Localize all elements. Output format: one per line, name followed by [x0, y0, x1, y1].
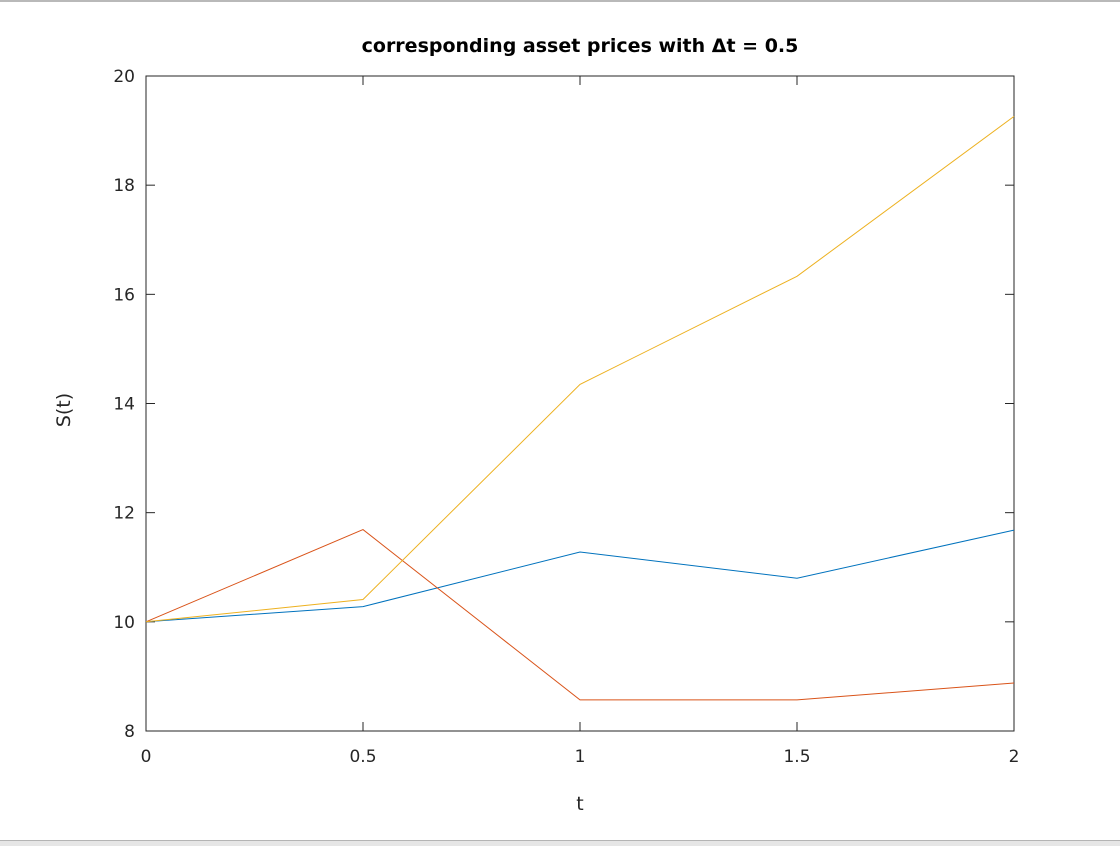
- y-axis-label: S(t): [53, 393, 75, 427]
- y-tick-label: 12: [113, 504, 135, 524]
- y-tick-label: 16: [113, 285, 135, 305]
- series-line-1: [145, 529, 1015, 623]
- y-tick-label: 14: [113, 395, 135, 415]
- series-line-2: [145, 529, 1015, 701]
- y-tick-label: 18: [113, 176, 135, 196]
- x-tick-label: 0.5: [349, 747, 376, 767]
- series-line-3: [145, 115, 1015, 623]
- status-bar: [0, 840, 1120, 846]
- y-tick-label: 8: [124, 722, 135, 742]
- y-tick-label: 20: [113, 67, 135, 87]
- plot-area: [145, 75, 1015, 732]
- x-axis-label: t: [576, 793, 583, 815]
- series-lines: [145, 115, 1015, 701]
- chart-title: corresponding asset prices with Δt = 0.5: [362, 35, 799, 57]
- y-tick-label: 10: [113, 613, 135, 633]
- x-tick-label: 1: [575, 747, 586, 767]
- x-tick-label: 2: [1009, 747, 1020, 767]
- axis-ticks: 0 0.5 1 1.5 2 8 10 12 14 16 18 20: [113, 67, 1019, 767]
- x-tick-label: 0: [141, 747, 152, 767]
- x-tick-label: 1.5: [783, 747, 810, 767]
